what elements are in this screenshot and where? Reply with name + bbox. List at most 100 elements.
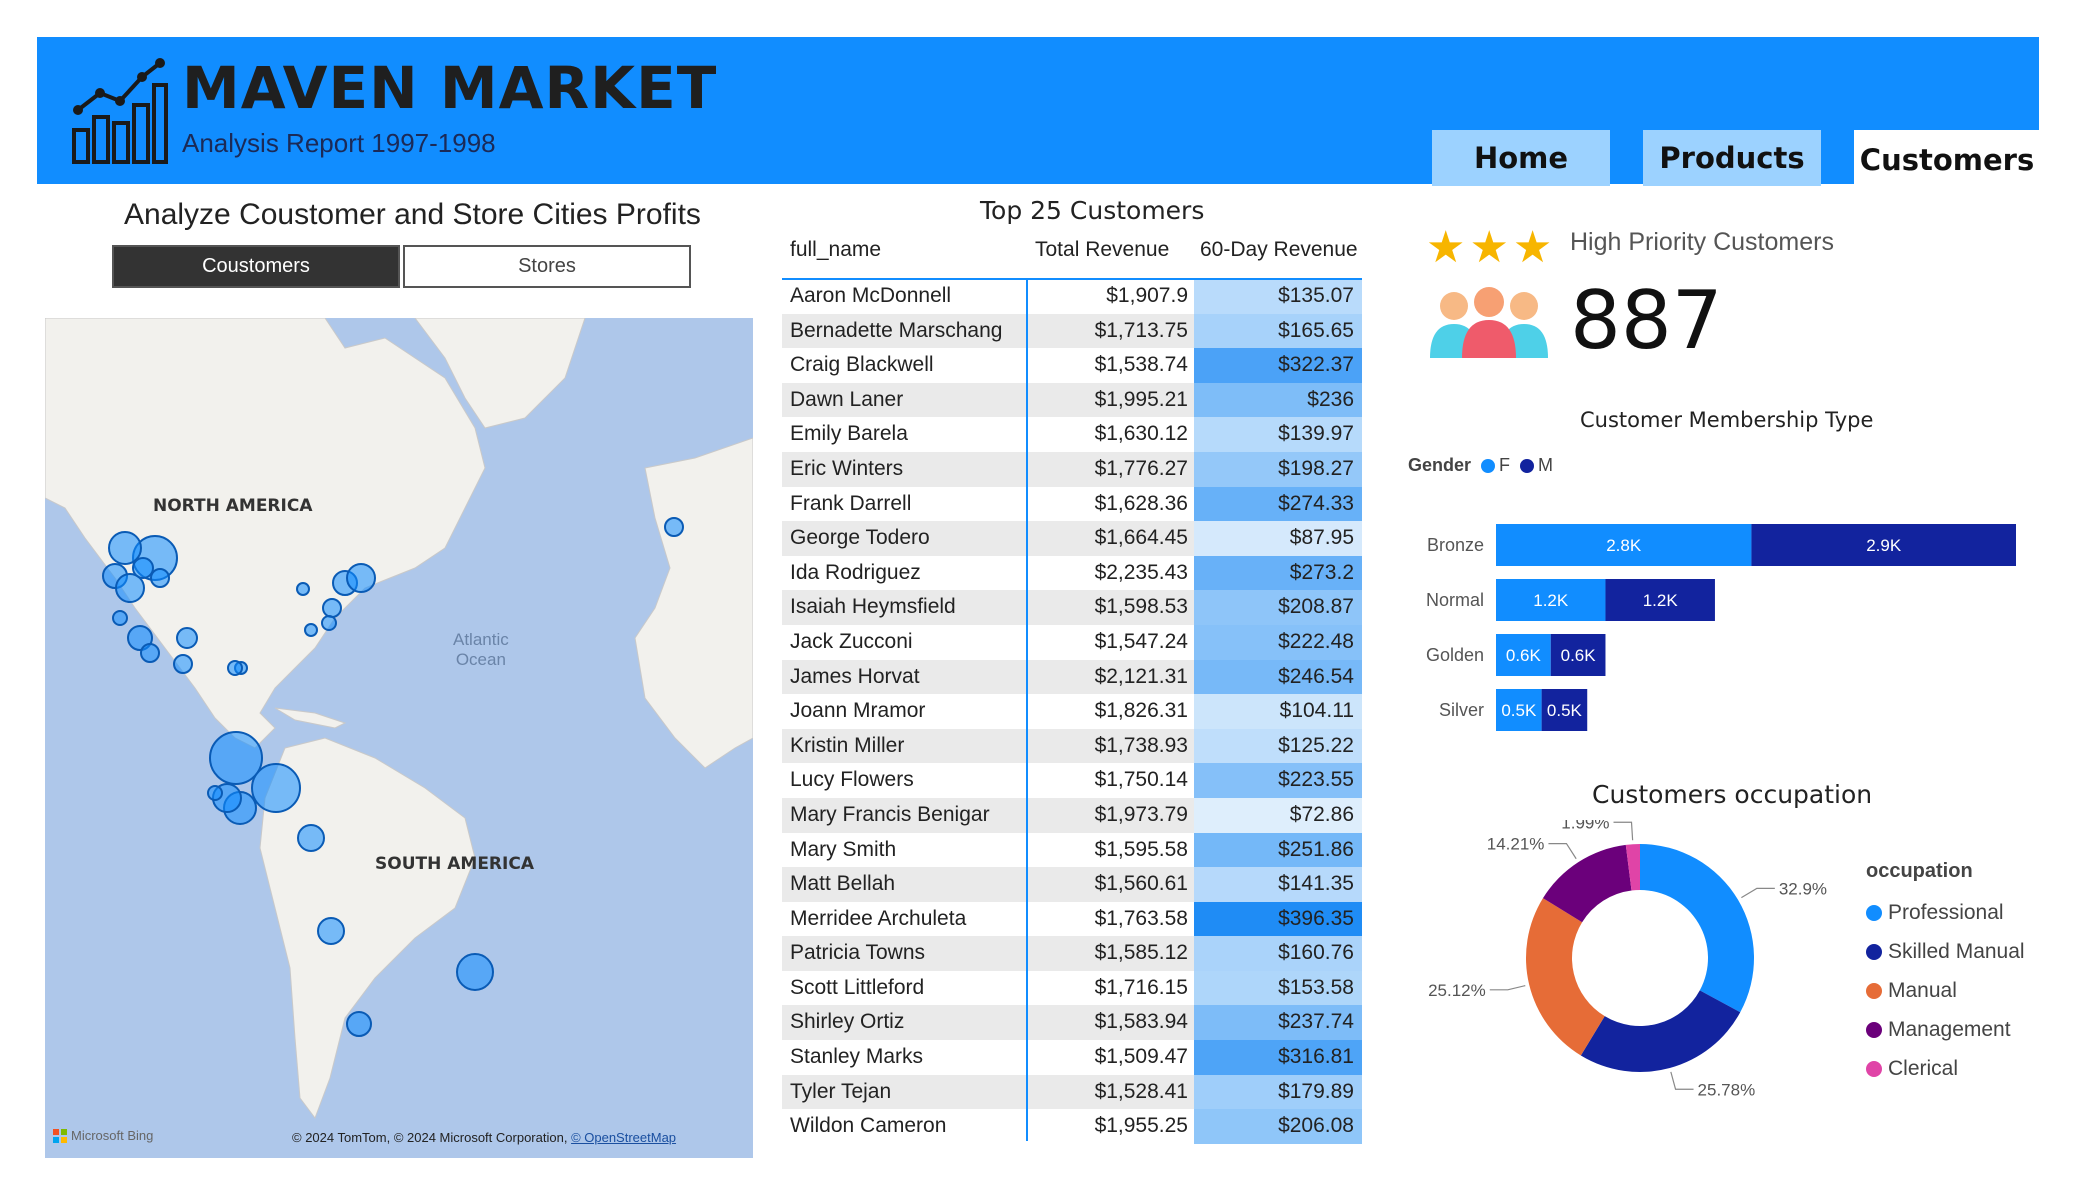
customer-name-cell: Mary Smith bbox=[790, 837, 897, 861]
occupation-legend-item[interactable]: Management bbox=[1866, 1010, 2025, 1049]
table-row[interactable]: Frank Darrell $1,628.36 $274.33 bbox=[782, 486, 1362, 522]
column-header-full-name[interactable]: full_name bbox=[790, 238, 882, 261]
customer-name-cell: Frank Darrell bbox=[790, 491, 912, 515]
donut-slice[interactable] bbox=[1526, 898, 1605, 1056]
total-revenue-cell: $1,547.24 bbox=[1094, 629, 1188, 653]
toggle-stores-button[interactable]: Stores bbox=[403, 245, 691, 288]
table-row[interactable]: Joann Mramor $1,826.31 $104.11 bbox=[782, 694, 1362, 729]
map-label-north-america: NORTH AMERICA bbox=[153, 496, 313, 516]
customer-name-cell: Emily Barela bbox=[790, 422, 908, 446]
table-row[interactable]: Merridee Archuleta $1,763.58 $396.35 bbox=[782, 901, 1362, 937]
app-subtitle: Analysis Report 1997-1998 bbox=[182, 128, 496, 158]
table-row[interactable]: George Todero $1,664.45 $87.95 bbox=[782, 521, 1362, 556]
day60-revenue-cell: $274.33 bbox=[1194, 486, 1362, 522]
table-row[interactable]: Craig Blackwell $1,538.74 $322.37 bbox=[782, 348, 1362, 383]
table-row[interactable]: James Horvat $2,121.31 $246.54 bbox=[782, 659, 1362, 695]
total-revenue-cell: $1,583.94 bbox=[1027, 1005, 1194, 1041]
occupation-legend-item[interactable]: Clerical bbox=[1866, 1049, 2025, 1088]
table-row[interactable]: Mary Smith $1,595.58 $251.86 bbox=[782, 832, 1362, 868]
table-row[interactable]: Aaron McDonnell $1,907.9 $135.07 bbox=[782, 279, 1362, 314]
slice-data-label: 25.78% bbox=[1698, 1080, 1756, 1099]
day60-revenue-cell: $87.95 bbox=[1194, 521, 1362, 556]
occupation-legend-item[interactable]: Manual bbox=[1866, 971, 2025, 1010]
customer-name-cell: Eric Winters bbox=[782, 451, 1027, 487]
table-row[interactable]: Tyler Tejan $1,528.41 $179.89 bbox=[782, 1074, 1362, 1110]
bar-segment-m[interactable] bbox=[1541, 689, 1588, 731]
toggle-customers-button[interactable]: Coustomers bbox=[112, 245, 400, 288]
table-row[interactable]: Kristin Miller $1,738.93 $125.22 bbox=[782, 728, 1362, 764]
donut-slice[interactable] bbox=[1625, 844, 1640, 891]
bar-segment-m[interactable] bbox=[1550, 634, 1606, 676]
day60-revenue-cell: $135.07 bbox=[1194, 279, 1362, 314]
total-revenue-cell: $1,738.93 bbox=[1027, 728, 1194, 764]
legend-swatch bbox=[1866, 943, 1882, 960]
openstreetmap-link[interactable]: © OpenStreetMap bbox=[571, 1130, 677, 1145]
column-header-60-day-revenue[interactable]: 60-Day Revenue bbox=[1200, 238, 1358, 261]
map-label-south-america: SOUTH AMERICA bbox=[375, 854, 534, 874]
map-credit-text: © 2024 TomTom, © 2024 Microsoft Corporat… bbox=[292, 1130, 568, 1145]
table-row[interactable]: Shirley Ortiz $1,583.94 $237.74 bbox=[782, 1005, 1362, 1041]
leader-line bbox=[1613, 821, 1634, 841]
occupation-legend-item[interactable]: Professional bbox=[1866, 893, 2025, 932]
customer-name-cell: Aaron McDonnell bbox=[790, 284, 952, 307]
customer-name-cell: Lucy Flowers bbox=[790, 768, 914, 792]
table-header-divider bbox=[782, 278, 1362, 280]
table-row[interactable]: Matt Bellah $1,560.61 $141.35 bbox=[782, 867, 1362, 902]
map-brand: Microsoft Bing bbox=[53, 1128, 153, 1143]
table-row[interactable]: Emily Barela $1,630.12 $139.97 bbox=[782, 417, 1362, 452]
occupation-legend-item[interactable]: Skilled Manual bbox=[1866, 932, 2025, 971]
customer-name-cell: Kristin Miller bbox=[782, 728, 1027, 764]
table-row[interactable]: Ida Rodriguez $2,235.43 $273.2 bbox=[782, 555, 1362, 591]
day60-revenue-cell: $139.97 bbox=[1194, 417, 1362, 452]
table-row[interactable]: Patricia Towns $1,585.12 $160.76 bbox=[782, 936, 1362, 971]
bar-segment-f[interactable] bbox=[1496, 524, 1752, 566]
table-row[interactable]: Stanley Marks $1,509.47 $316.81 bbox=[782, 1040, 1362, 1075]
tab-products[interactable]: Products bbox=[1643, 130, 1821, 186]
table-row[interactable]: Eric Winters $1,776.27 $198.27 bbox=[782, 451, 1362, 487]
membership-bar-chart[interactable]: Bronze 2.8K 2.9K Normal 1.2K 1.2K Golden 0.6K 0.… bbox=[1400, 510, 2040, 740]
customer-name-cell: George Todero bbox=[782, 521, 1027, 556]
table-row[interactable]: Bernadette Marschang $1,713.75 $165.65 bbox=[782, 313, 1362, 349]
category-label: Silver bbox=[1439, 700, 1484, 720]
customer-name-cell: Merridee Archuleta bbox=[790, 906, 967, 930]
legend-swatch bbox=[1866, 904, 1882, 921]
leader-line bbox=[1548, 843, 1577, 860]
table-row[interactable]: Isaiah Heymsfield $1,598.53 $208.87 bbox=[782, 590, 1362, 625]
bar-segment-f[interactable] bbox=[1496, 579, 1606, 621]
bar-segment-f[interactable] bbox=[1496, 634, 1551, 676]
total-revenue-cell: $1,509.47 bbox=[1094, 1045, 1188, 1069]
ocean-label-line2: Ocean bbox=[455, 650, 506, 669]
occupation-donut-chart[interactable]: 32.9% 25.78% 25.12% 14.21% 1.99% bbox=[1400, 820, 1830, 1110]
star-icon: ★ bbox=[1426, 223, 1466, 272]
legend-label: Manual bbox=[1888, 978, 1957, 1002]
table-row[interactable]: Scott Littleford $1,716.15 $153.58 bbox=[782, 970, 1362, 1006]
customer-name-cell: Ida Rodriguez bbox=[790, 560, 921, 584]
table-row[interactable]: Jack Zucconi $1,547.24 $222.48 bbox=[782, 624, 1362, 660]
day60-revenue-cell: $246.54 bbox=[1194, 659, 1362, 695]
legend-label: Clerical bbox=[1888, 1056, 1959, 1080]
total-revenue-cell: $1,630.12 bbox=[1094, 422, 1188, 446]
map-visual[interactable]: NORTH AMERICA SOUTH AMERICA Atlantic Oce… bbox=[45, 318, 753, 1158]
tab-home[interactable]: Home bbox=[1432, 130, 1610, 186]
people-group-icon bbox=[1430, 287, 1548, 358]
table-row[interactable]: Mary Francis Benigar $1,973.79 $72.86 bbox=[782, 797, 1362, 833]
donut-slice[interactable] bbox=[1580, 990, 1741, 1072]
tab-customers[interactable]: Customers bbox=[1854, 130, 2040, 190]
donut-slice[interactable] bbox=[1542, 844, 1632, 923]
column-header-total-revenue[interactable]: Total Revenue bbox=[1035, 238, 1170, 261]
bar-data-label: 0.5K bbox=[1547, 701, 1583, 720]
day60-revenue-cell: $179.89 bbox=[1194, 1074, 1362, 1110]
map-bubbles bbox=[102, 517, 684, 1037]
table-row[interactable]: Dawn Laner $1,995.21 $236 bbox=[782, 382, 1362, 418]
bar-segment-m[interactable] bbox=[1605, 579, 1715, 621]
map-canvas bbox=[45, 318, 753, 1158]
table-row[interactable]: Lucy Flowers $1,750.14 $223.55 bbox=[782, 763, 1362, 798]
bar-data-label: 0.6K bbox=[1506, 646, 1542, 665]
category-label: Bronze bbox=[1427, 535, 1484, 555]
donut-slice[interactable] bbox=[1640, 844, 1754, 1013]
bar-segment-m[interactable] bbox=[1751, 524, 2016, 566]
bar-segment-f[interactable] bbox=[1496, 689, 1542, 731]
bar-data-label: 0.6K bbox=[1561, 646, 1597, 665]
day60-revenue-cell: $125.22 bbox=[1194, 728, 1362, 764]
table-row[interactable]: Wildon Cameron $1,955.25 $206.08 bbox=[782, 1109, 1362, 1144]
